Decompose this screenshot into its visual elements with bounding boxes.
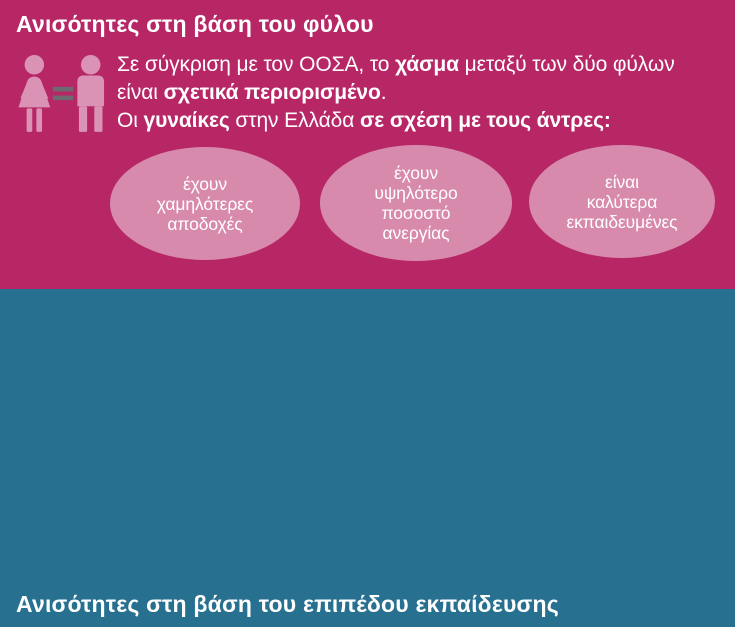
bubble-better-educated: είναι καλύτερα εκπαιδευμένες [529,145,715,258]
education-section: Ανισότητες στη βάση του επιπέδου εκπαίδε… [0,289,735,627]
bubble-lower-earnings: έχουν χαμηλότερες αποδοχές [110,147,300,260]
gender-intro-text: Σε σύγκριση με τον ΟΟΣΑ, το χάσμα μεταξύ… [117,53,675,132]
gender-section: Ανισότητες στη βάση του φύλου [0,0,735,289]
bubble-better-educated-label: είναι καλύτερα εκπαιδευμένες [566,171,678,232]
gender-section-title: Ανισότητες στη βάση του φύλου [16,11,374,37]
bubble-higher-unemployment-label: έχουν υψηλότερο ποσοστό ανεργίας [374,163,458,243]
man-woman-equals-icon [14,53,110,140]
education-section-title: Ανισότητες στη βάση του επιπέδου εκπαίδε… [16,591,559,617]
bubble-higher-unemployment: έχουν υψηλότερο ποσοστό ανεργίας [320,145,512,261]
bubble-lower-earnings-label: έχουν χαμηλότερες αποδοχές [156,173,254,234]
